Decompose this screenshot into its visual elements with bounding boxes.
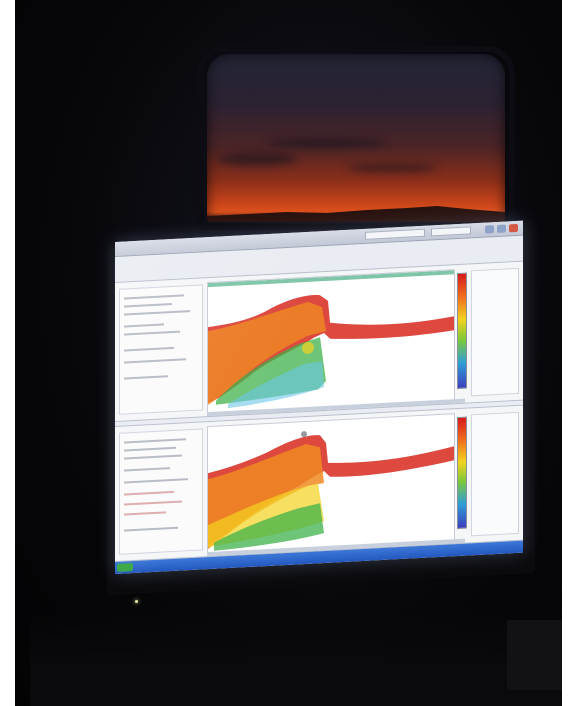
toolbar-field[interactable] <box>365 228 425 240</box>
echogram-plot[interactable] <box>207 413 455 555</box>
window-frame <box>197 46 515 230</box>
echogram-pane <box>115 404 523 562</box>
echogram-dense-layer <box>208 483 324 548</box>
desk-shadow <box>30 610 562 706</box>
color-scale-bar <box>457 416 467 530</box>
start-button[interactable] <box>117 563 133 572</box>
close-icon[interactable] <box>509 223 518 233</box>
echogram-plot[interactable] <box>207 269 455 415</box>
echogram-weak-layer <box>214 503 324 551</box>
echogram-pane <box>115 260 523 422</box>
echogram-target <box>302 341 314 354</box>
toolbar-field[interactable] <box>431 226 471 237</box>
color-scale-bar <box>457 272 467 390</box>
cloud <box>347 164 437 172</box>
monitor-screen <box>115 220 523 575</box>
power-led <box>135 600 138 603</box>
cloud <box>267 138 387 148</box>
info-panel <box>119 428 203 555</box>
echogram-target <box>301 431 307 438</box>
hills-silhouette <box>207 206 505 222</box>
photo <box>15 0 562 706</box>
side-panel <box>471 267 519 397</box>
maximize-icon[interactable] <box>497 224 506 233</box>
echogram-noise-layer <box>228 361 324 409</box>
minimize-icon[interactable] <box>485 225 494 234</box>
desk-object <box>507 620 562 690</box>
info-panel <box>119 284 203 415</box>
side-panel <box>471 411 519 537</box>
cloud <box>217 152 297 166</box>
echogram-mid-layer <box>208 301 326 406</box>
echogram-surface-band <box>208 270 454 288</box>
window-view <box>207 54 505 222</box>
